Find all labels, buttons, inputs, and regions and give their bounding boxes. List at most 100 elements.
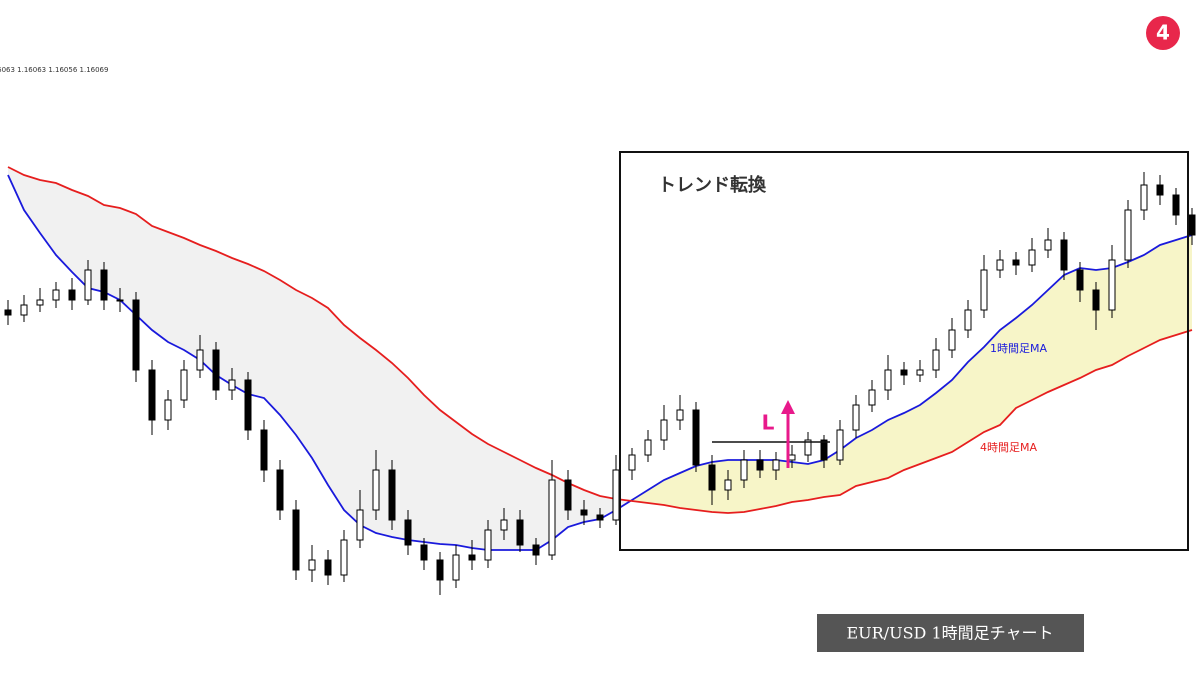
series-label: 4時間足MA [980,441,1037,454]
ma-band [280,280,296,435]
ma-band [552,475,568,540]
candle-body [388,469,396,521]
candle-body [52,289,60,301]
ma-band [1048,275,1064,392]
candle-body [724,479,732,491]
candle-body [420,544,428,561]
caption-box [817,614,1084,652]
candle-body [4,309,12,316]
ma-band [824,450,840,497]
candle-body [500,519,508,531]
ma-band [184,238,200,360]
ma-band [1160,240,1176,340]
ma-band [680,466,696,510]
candle-body [820,439,828,461]
candle-body [548,479,556,556]
candle-body [292,509,300,571]
ma-band [72,190,88,288]
candle-body [1172,194,1180,216]
ma-band [808,460,824,500]
ma-band [504,452,520,550]
candle-body [852,404,860,431]
candle-body [788,454,796,461]
ma-band [888,413,904,478]
candle-body [836,429,844,461]
entry-label: L [762,411,775,435]
candle-body [1124,209,1132,261]
candle-body [84,269,92,301]
ma-band [24,175,40,233]
ma-band [312,298,328,485]
entry-arrowhead [781,400,795,414]
candle-body [20,304,28,316]
candle-body [564,479,572,511]
ma-band [664,473,680,508]
ma-band [600,496,616,519]
ma-band [792,462,808,502]
candle-body [148,369,156,421]
ma-band [296,290,312,458]
candle-body [436,559,444,581]
candle-body [756,459,764,471]
candle-body [596,514,604,521]
ma-band [200,245,216,375]
ma-band [344,325,360,525]
candle-body [276,469,284,511]
candle-body [948,329,956,351]
candle-body [100,269,108,301]
candle-body [772,459,780,471]
ma-band [968,347,984,442]
candle-body [468,554,476,561]
candle-body [260,429,268,471]
ma-band [136,214,152,330]
ma-band [904,405,920,470]
candle-body [452,554,460,581]
ma-band [40,180,56,255]
candle-body [484,529,492,561]
ma-band [520,460,536,550]
ma-band [648,480,664,505]
ma-line [7,166,1193,514]
ma-band [1176,235,1192,335]
ma-band [696,462,712,512]
candle-body [116,299,124,302]
candle-body [660,419,668,441]
candle-body [708,464,716,491]
ma-band [584,490,600,522]
candle-body [644,439,652,456]
candle-body [900,369,908,376]
ma-band [1128,255,1144,356]
candle-body [36,299,44,306]
candle-body [1092,289,1100,311]
highlight-box [619,151,1189,551]
ma-band [456,422,472,548]
candle-body [244,379,252,431]
candle-body [1156,184,1164,196]
candle-body [516,519,524,546]
candle-body [340,539,348,576]
ma-band [1032,290,1048,400]
ma-band [168,232,184,350]
ma-band [840,438,856,495]
candle-body [1140,184,1148,211]
ma-band [568,483,584,527]
series-label: 1時間足MA [990,342,1047,355]
chart-title: トレンド転換 [658,174,767,196]
ma-band [360,338,376,533]
ma-band [472,434,488,550]
ma-band [952,362,968,452]
ma-band [232,258,248,394]
ma-band [104,205,120,300]
candle-body [740,459,748,481]
candle-body [1108,259,1116,311]
ma-band [1016,305,1032,408]
ma-band [488,444,504,550]
ma-band [1000,318,1016,425]
candles [4,172,1196,595]
ma-band [216,251,232,385]
candle-body [1076,269,1084,291]
candle-body [996,259,1004,271]
ma-band [936,380,952,458]
candle-body [532,544,540,556]
